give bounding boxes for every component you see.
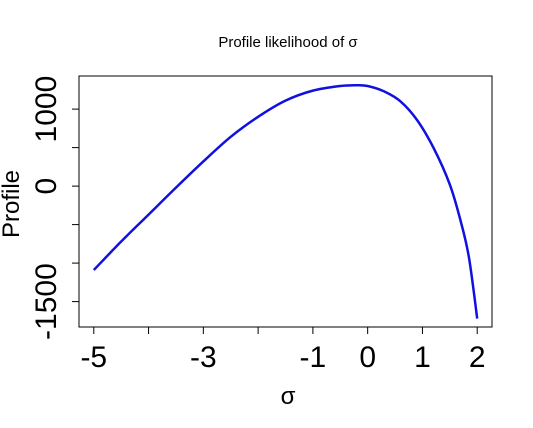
chart-title: Profile likelihood of σ: [218, 34, 358, 51]
x-tick-label: 0: [359, 341, 376, 374]
y-tick-label: 0: [30, 178, 63, 195]
series-line-0: [92, 83, 479, 319]
y-axis: -1500 0 1000: [30, 76, 80, 340]
x-axis-label: σ: [281, 383, 296, 410]
series-layer: [92, 83, 479, 319]
x-tick-label: -3: [190, 341, 217, 374]
x-axis: -5 -3 -1 0 1 2: [80, 326, 486, 374]
y-axis-label: Profile: [0, 170, 25, 238]
y-tick-label: 1000: [30, 76, 63, 143]
x-tick-label: -1: [300, 341, 327, 374]
plot-frame: [78, 75, 493, 328]
x-tick-label: -5: [80, 341, 107, 374]
y-tick-label: -1500: [30, 263, 63, 340]
x-tick-label: 2: [469, 341, 486, 374]
x-tick-label: 1: [414, 341, 431, 374]
